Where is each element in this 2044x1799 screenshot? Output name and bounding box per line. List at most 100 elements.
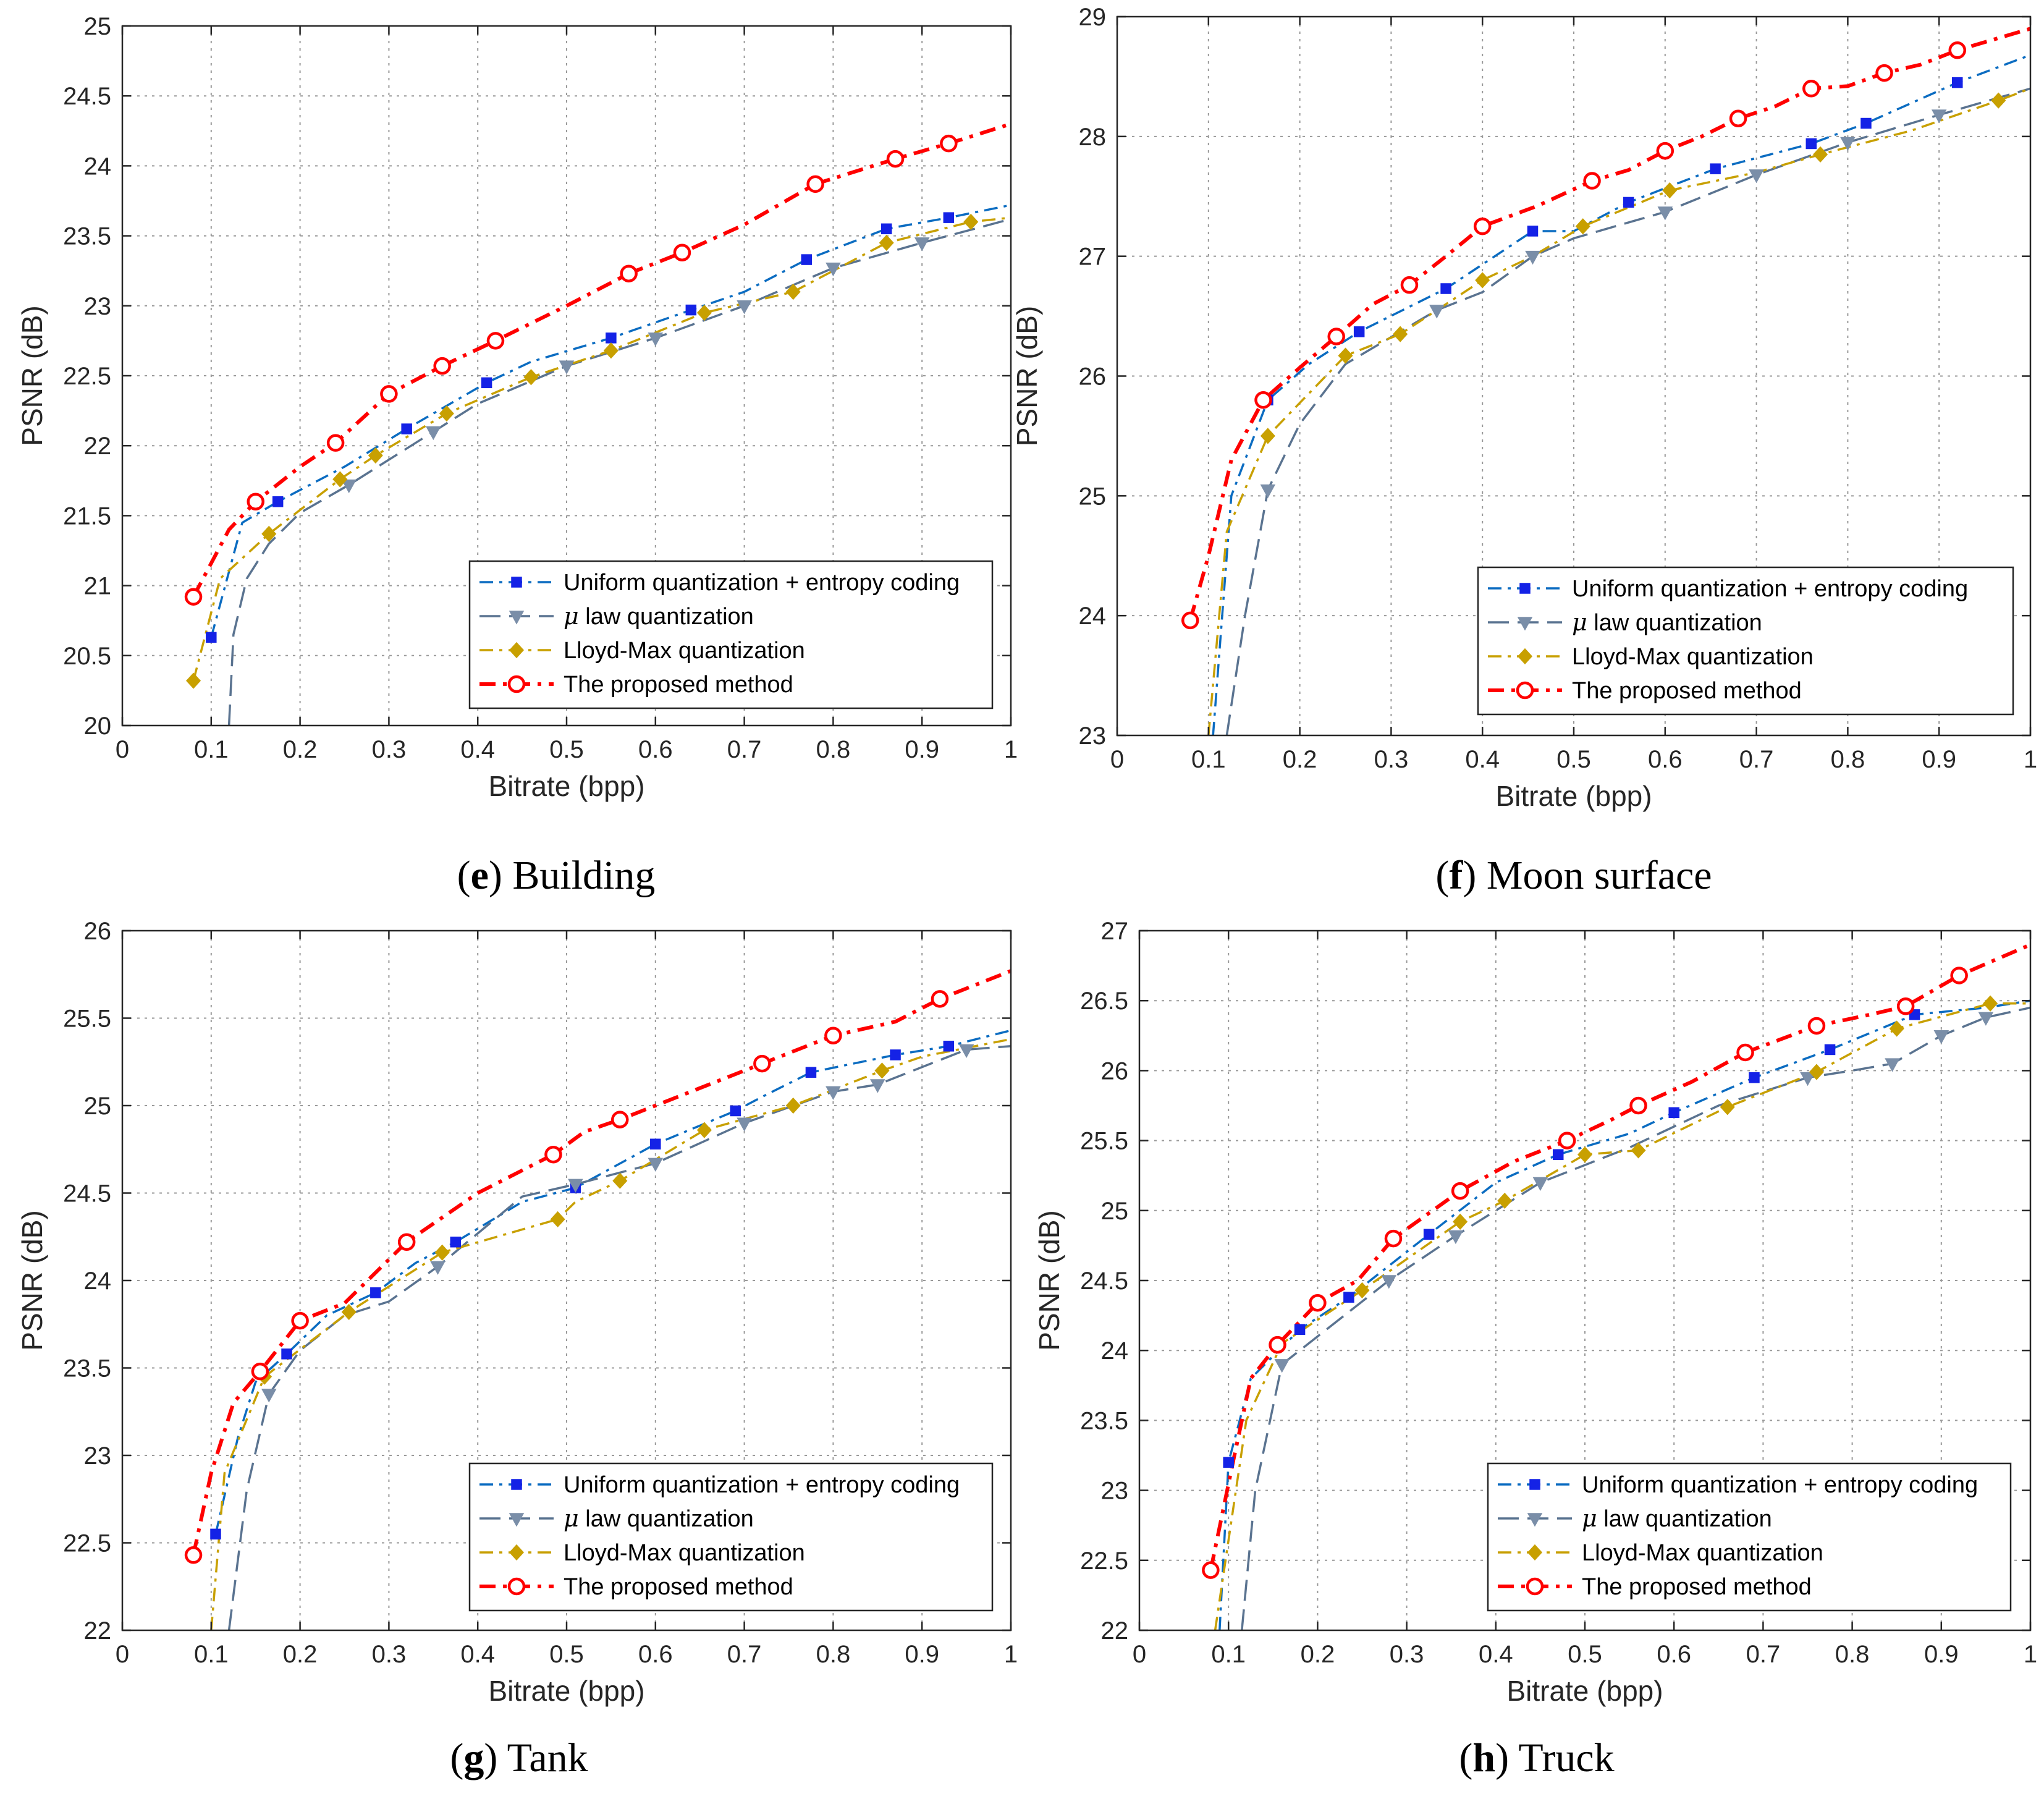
series-4-point [1875, 64, 1893, 82]
y-tick-label: 20 [84, 713, 112, 740]
series-line-2 [1241, 1006, 2030, 1630]
series-line-2 [1225, 87, 2030, 735]
series-4-point [433, 357, 451, 375]
legend-marker-3 [509, 641, 525, 659]
series-4-point [940, 134, 958, 153]
series-1-point [272, 496, 284, 507]
series-2-point [1260, 484, 1276, 499]
series-1-point [1952, 77, 1963, 88]
series-2-point [341, 479, 357, 494]
series-1-point [650, 1138, 661, 1150]
y-tick-label: 23.5 [63, 223, 111, 250]
legend-marker-2 [509, 611, 525, 625]
caption-title: ) Tank [484, 1735, 588, 1780]
series-4-point [1583, 172, 1601, 190]
series-3-point [261, 525, 277, 542]
y-tick-label: 25 [84, 1093, 112, 1120]
series-3-point [879, 234, 894, 252]
series-2-point [1800, 1072, 1815, 1086]
caption-letter: g [463, 1735, 484, 1780]
series-2-point [1885, 1058, 1900, 1072]
y-tick-label: 23 [84, 1442, 112, 1470]
series-4-point [544, 1145, 562, 1164]
series-4-point [291, 1311, 309, 1330]
series-1-point [1440, 283, 1451, 294]
series-2-point [261, 1389, 277, 1403]
legend-label-2: μ law quantization [564, 603, 754, 630]
series-1-point [206, 632, 217, 643]
y-tick-label: 24 [1079, 603, 1107, 630]
series-2-point [958, 1044, 974, 1058]
x-tick-label: 0.3 [1390, 1641, 1424, 1668]
legend: Uniform quantization + entropy coding μ l… [1477, 566, 2014, 716]
series-3-point [603, 342, 619, 359]
x-tick-label: 1 [2024, 1641, 2037, 1668]
y-tick-label: 22.5 [63, 1530, 111, 1557]
series-4-point [1729, 109, 1747, 128]
series-1-point [1749, 1072, 1760, 1083]
series-4-point [1948, 41, 1967, 59]
y-tick-label: 23.5 [1080, 1407, 1128, 1434]
series-4-point [247, 493, 264, 511]
series-3-point [1809, 1064, 1824, 1080]
series-3-point [1983, 995, 1998, 1012]
x-tick-label: 0.1 [1211, 1641, 1246, 1668]
legend-marker-4 [1516, 681, 1534, 700]
series-3-point [874, 1062, 890, 1079]
x-tick-label: 0.3 [372, 1641, 407, 1668]
y-tick-label: 21.5 [63, 502, 111, 530]
legend: Uniform quantization + entropy coding μ l… [468, 560, 994, 709]
series-1-point [450, 1236, 461, 1248]
series-2-point [1749, 169, 1764, 184]
panel-caption: (f) Moon surface [1435, 853, 1712, 898]
legend-label-1: Uniform quantization + entropy coding [564, 1472, 960, 1498]
series-1-point [1805, 138, 1817, 150]
series-1-point [1552, 1149, 1564, 1160]
series-4-point [806, 175, 824, 193]
y-tick-label: 25 [1101, 1198, 1129, 1225]
legend-marker-3 [509, 1544, 525, 1561]
series-4-point [753, 1054, 771, 1073]
legend-marker-2 [1527, 1513, 1543, 1527]
series-4-point [1802, 80, 1820, 98]
series-3-point [1354, 1282, 1370, 1298]
y-tick-label: 23 [1101, 1478, 1129, 1505]
series-1-point [801, 254, 813, 265]
y-tick-label: 28 [1079, 124, 1107, 151]
series-line-3 [1207, 87, 2030, 735]
legend-label-1: Uniform quantization + entropy coding [1582, 1472, 1978, 1498]
series-line-1 [214, 1029, 1011, 1534]
legend-label-4: The proposed method [564, 1574, 793, 1600]
series-line-1 [1218, 999, 2030, 1630]
legend-label-text: law quantization [579, 604, 754, 630]
series-2-point [1931, 109, 1947, 124]
x-tick-label: 0.5 [1556, 746, 1591, 773]
x-tick-label: 0.6 [1657, 1641, 1691, 1668]
x-tick-label: 0.8 [816, 736, 851, 763]
x-tick-label: 0.2 [283, 736, 318, 763]
series-3-point [1813, 146, 1828, 163]
mu-symbol: μ [1572, 609, 1587, 636]
series-3-point [1662, 182, 1678, 199]
x-tick-label: 0.7 [1746, 1641, 1781, 1668]
mu-symbol: μ [1582, 1505, 1597, 1532]
y-tick-label: 27 [1101, 918, 1129, 945]
y-axis-label: PSNR (dB) [16, 1210, 48, 1350]
caption-title: ) Truck [1495, 1735, 1615, 1780]
series-group [1202, 942, 2030, 1630]
series-3-point [186, 672, 201, 689]
x-tick-label: 0.7 [727, 736, 762, 763]
series-2-point [1840, 137, 1856, 151]
series-4-point [1181, 611, 1199, 630]
series-4-point [673, 243, 691, 262]
x-tick-label: 0.1 [194, 1641, 229, 1668]
series-4-point [931, 990, 949, 1008]
x-tick-label: 0.6 [638, 736, 673, 763]
legend-label-text: law quantization [579, 1506, 754, 1532]
x-tick-label: 0 [1110, 746, 1124, 773]
series-2-point [914, 237, 930, 252]
series-group [1181, 27, 2030, 735]
series-1-point [481, 377, 492, 389]
legend-label-3: Lloyd-Max quantization [1582, 1540, 1823, 1566]
series-1-point [1527, 226, 1539, 237]
